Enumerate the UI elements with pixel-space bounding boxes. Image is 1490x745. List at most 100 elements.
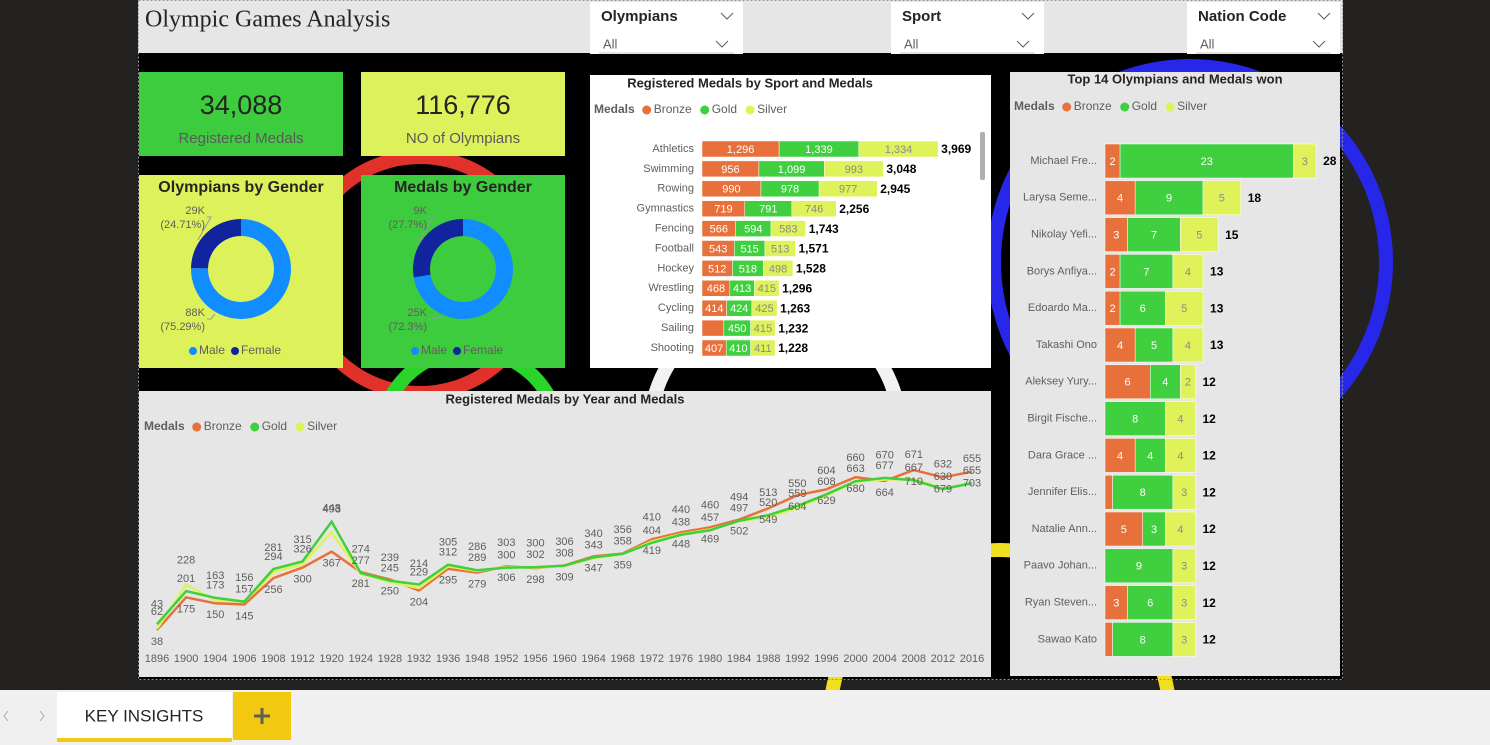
bar-segment[interactable] [1165, 401, 1196, 436]
data-label: 359 [614, 559, 632, 571]
bar-segment[interactable] [1134, 438, 1166, 473]
bar-segment[interactable] [1104, 548, 1174, 584]
data-label: 175 [177, 603, 195, 615]
bar-segment[interactable] [824, 160, 884, 178]
legend-label[interactable]: Male [421, 343, 447, 357]
add-icon[interactable] [254, 708, 270, 724]
bar-segment[interactable] [1134, 327, 1174, 363]
data-label: 4 [1162, 377, 1168, 389]
data-label: 497 [730, 503, 748, 515]
bar-segment[interactable] [1104, 622, 1113, 657]
bar-segment[interactable] [1104, 180, 1136, 216]
data-label: 5 [1121, 524, 1127, 536]
legend-label[interactable]: Bronze [1074, 99, 1112, 113]
bar-segment[interactable] [1104, 327, 1136, 363]
bar-segment[interactable] [1202, 180, 1241, 216]
data-label: 549 [759, 514, 777, 526]
dropdown-chevron[interactable] [1312, 40, 1326, 48]
bar-segment[interactable] [1127, 585, 1174, 620]
legend-label[interactable]: Gold [262, 419, 287, 433]
legend-label[interactable]: Silver [307, 419, 337, 433]
bar-segment[interactable] [1112, 474, 1174, 510]
bar-segment[interactable] [750, 339, 776, 357]
slicer-value[interactable]: All [603, 36, 618, 51]
data-label: 315 [293, 534, 311, 546]
x-tick-label: 1984 [727, 653, 751, 665]
bar-segment[interactable] [1165, 511, 1196, 547]
data-label: 294 [264, 551, 282, 563]
data-label: 7 [1143, 266, 1149, 278]
bar-segment[interactable] [764, 240, 796, 257]
slicer-chevron[interactable] [720, 12, 734, 20]
legend-label[interactable]: Bronze [654, 102, 692, 116]
bar-segment[interactable] [754, 280, 780, 297]
bar-segment[interactable] [1104, 401, 1166, 436]
bar-segment[interactable] [1134, 180, 1204, 216]
bar-segment[interactable] [1172, 622, 1196, 657]
bar-segment[interactable] [1172, 474, 1196, 510]
slicer-value[interactable]: All [1200, 36, 1215, 51]
legend-label[interactable]: Female [241, 343, 281, 357]
x-tick-label: 2012 [931, 653, 955, 665]
data-label: 309 [555, 571, 573, 583]
bar-segment[interactable] [1104, 438, 1136, 473]
total-label: 12 [1202, 522, 1216, 536]
bar-segment[interactable] [1104, 474, 1113, 510]
legend-label[interactable]: Silver [757, 102, 787, 116]
bar-segment[interactable] [1293, 143, 1317, 179]
donut-slice[interactable] [413, 219, 513, 319]
bar-segment[interactable] [818, 180, 878, 198]
legend-marker [453, 347, 462, 355]
category-label: Sailing [661, 322, 694, 334]
legend-label[interactable]: Female [463, 343, 503, 357]
dropdown-chevron[interactable] [1016, 40, 1030, 48]
donut-slice[interactable] [191, 219, 241, 269]
total-label: 12 [1202, 375, 1216, 389]
data-label: 630 [934, 471, 952, 483]
slicer-value[interactable]: All [904, 36, 919, 51]
legend-label[interactable]: Gold [1132, 99, 1157, 113]
dropdown-chevron[interactable] [715, 40, 729, 48]
bar-segment[interactable] [751, 299, 778, 317]
bar-segment[interactable] [1127, 217, 1181, 252]
slicer-chevron[interactable] [1021, 12, 1035, 20]
bar-segment[interactable] [1180, 364, 1196, 400]
data-label: 1,334 [885, 144, 913, 156]
bar-segment[interactable] [1165, 438, 1196, 473]
legend-label[interactable]: Gold [712, 102, 737, 116]
legend-label[interactable]: Male [199, 343, 225, 357]
bar-segment[interactable] [1172, 585, 1196, 620]
donut-slice[interactable] [413, 219, 463, 278]
bar-segment[interactable] [1165, 290, 1204, 326]
data-label: 663 [846, 463, 864, 475]
bar-segment[interactable] [1112, 622, 1174, 657]
bar-segment[interactable] [750, 319, 776, 337]
bar-segment[interactable] [1104, 364, 1151, 400]
data-label: 719 [714, 204, 732, 216]
slicer-chevron[interactable] [1317, 12, 1331, 20]
bar-segment[interactable] [791, 200, 837, 217]
tab-label[interactable]: KEY INSIGHTS [85, 706, 204, 725]
tab-scroll[interactable] [3, 710, 45, 722]
bar-segment[interactable] [1172, 327, 1204, 363]
bar-segment[interactable] [763, 260, 794, 277]
legend-label[interactable]: Bronze [204, 419, 242, 433]
bar-segment[interactable] [701, 319, 725, 337]
x-tick-label: 2008 [902, 653, 926, 665]
scrollbar[interactable] [980, 132, 985, 180]
bar-segment[interactable] [1119, 290, 1166, 326]
data-label: 414 [705, 303, 723, 315]
total-label: 12 [1202, 633, 1216, 647]
bar-segment[interactable] [858, 140, 939, 158]
tab[interactable] [57, 692, 232, 742]
data-label: 1,339 [805, 144, 833, 156]
donut-slice[interactable] [190, 219, 291, 319]
bar-segment[interactable] [1149, 364, 1181, 400]
bar-segment[interactable] [1180, 217, 1219, 252]
bar-segment[interactable] [1119, 254, 1174, 289]
bar-segment[interactable] [1172, 548, 1196, 584]
bar-segment[interactable] [1104, 511, 1143, 547]
bar-segment[interactable] [770, 220, 806, 237]
bar-segment[interactable] [1172, 254, 1204, 289]
legend-label[interactable]: Silver [1177, 99, 1207, 113]
